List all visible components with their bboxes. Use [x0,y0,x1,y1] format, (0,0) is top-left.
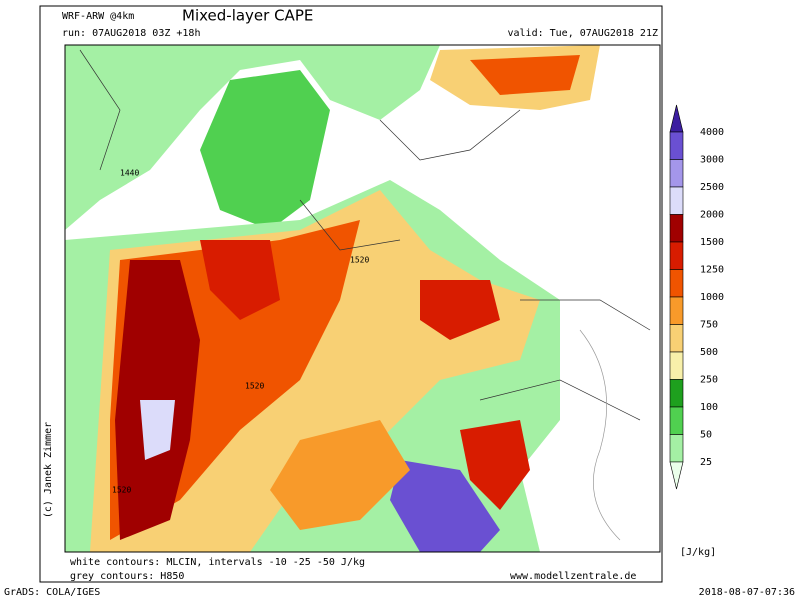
cape-area [270,420,410,530]
colorbar-label: 750 [700,320,718,331]
colorbar: 4000 3000 2500 2000 1500 1250 1000 750 500 250 100… [669,104,724,490]
colorbar-triangle [669,461,684,490]
colorbar-box [669,351,684,380]
colorbar-label: 3000 [700,155,724,166]
cape-area [200,70,330,230]
cape-area [140,400,175,460]
cape-area [390,460,500,552]
colorbar-box [669,186,684,215]
colorbar-label: 100 [700,402,718,413]
colorbar-box [669,324,684,353]
software-label: GrADS: COLA/IGES [4,587,100,598]
colorbar-box [669,269,684,298]
timestamp: 2018-08-07-07:36 [699,587,795,598]
colorbar-box [669,406,684,435]
footer-white-contours: white contours: MLCIN, intervals -10 -25… [70,557,365,568]
website: www.modellzentrale.de [510,571,636,582]
colorbar-box [669,214,684,243]
colorbar-label: 4000 [700,127,724,138]
border-line [79,49,651,421]
colorbar-label: 50 [700,430,712,441]
contour-label: 1520 [350,256,369,265]
colorbar-box [669,379,684,408]
cape-area [470,55,580,95]
map-area: 1440 1520 1520 1520 [64,44,661,553]
colorbar-label: 500 [700,347,718,358]
map-title: Mixed-layer CAPE [182,7,313,25]
colorbar-label: 25 [700,457,712,468]
colorbar-label: 1500 [700,237,724,248]
cape-area [460,420,530,510]
colorbar-box [669,131,684,160]
contour-label: 1440 [120,169,139,178]
cape-area [420,280,500,340]
model-label: WRF-ARW @4km [62,11,134,22]
colorbar-label: 1250 [700,265,724,276]
colorbar-box [669,296,684,325]
colorbar-box [669,434,684,463]
colorbar-label: 1000 [700,292,724,303]
colorbar-box [669,159,684,188]
colorbar-label: 2500 [700,182,724,193]
run-label: run: 07AUG2018 03Z +18h [62,28,200,39]
height-contour [579,329,621,541]
map-frame [64,44,661,553]
cape-area [65,45,440,230]
unit-label: [J/kg] [680,547,716,558]
colorbar-triangle [669,104,684,133]
contour-label: 1520 [112,486,131,495]
credit: (c) Janek Zimmer [43,422,54,518]
colorbar-box [669,241,684,270]
outer-frame [39,5,663,583]
contour-label: 1520 [245,382,264,391]
cape-area [200,240,280,320]
colorbar-label: 250 [700,375,718,386]
footer-grey-contours: grey contours: H850 [70,571,184,582]
colorbar-label: 2000 [700,210,724,221]
valid-label: valid: Tue, 07AUG2018 21Z [507,28,658,39]
